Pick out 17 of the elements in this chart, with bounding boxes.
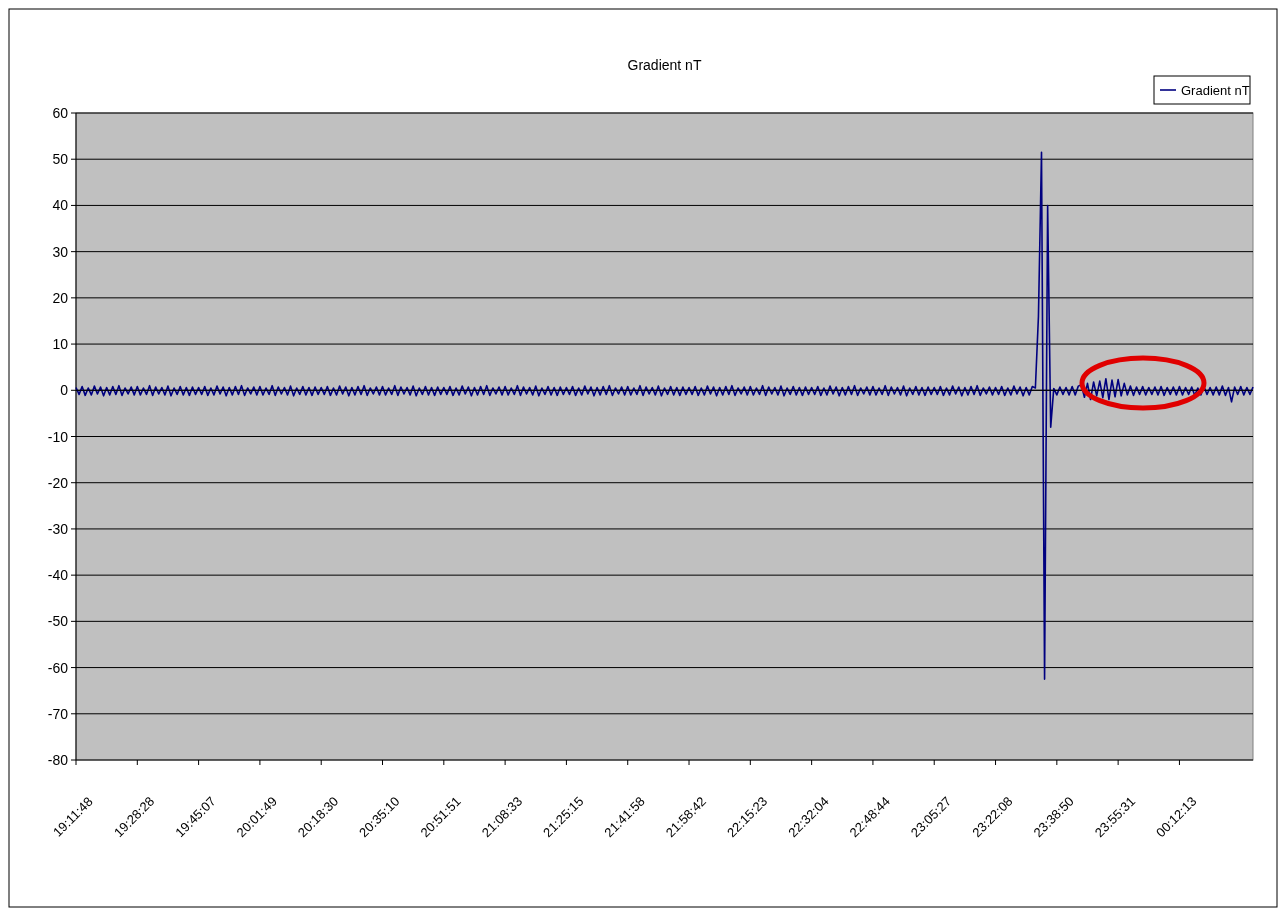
legend-label: Gradient nT [1181, 83, 1250, 98]
y-tick-label: -10 [47, 428, 69, 445]
chart-title: Gradient nT [627, 57, 702, 73]
y-tick-label: 10 [52, 336, 69, 353]
y-tick-label: -30 [47, 520, 69, 537]
y-tick-label: 20 [52, 289, 69, 306]
y-tick-label: 0 [60, 382, 69, 399]
y-tick-label: -70 [47, 705, 69, 722]
y-tick-label: 50 [52, 151, 69, 168]
y-tick-label: -80 [47, 752, 69, 768]
y-tick-label: 40 [52, 197, 69, 214]
y-tick-label: 60 [52, 105, 69, 121]
y-tick-label: -50 [47, 613, 69, 630]
y-tick-label: -20 [47, 474, 69, 491]
y-tick-label: -60 [47, 659, 69, 676]
y-tick-label: -40 [47, 567, 69, 584]
y-tick-label: 30 [52, 243, 69, 260]
